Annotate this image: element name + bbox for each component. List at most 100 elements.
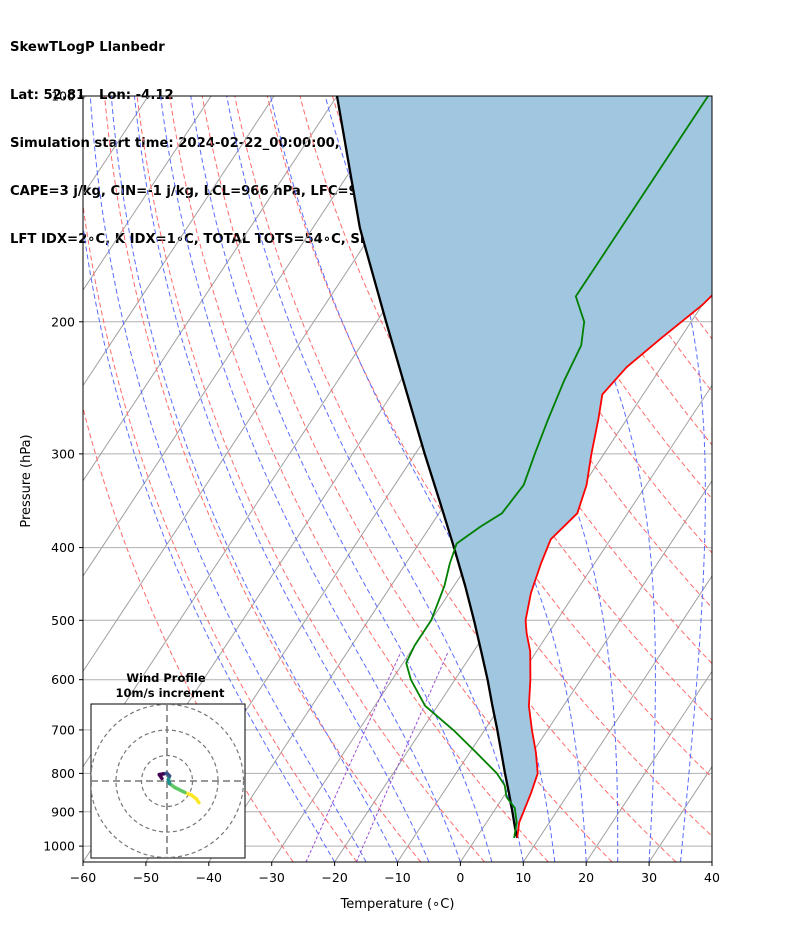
wind-barb-flag <box>725 395 733 400</box>
dry-adiabat-line <box>136 96 485 862</box>
wind-barb-flag <box>732 135 740 140</box>
wind-barb-half-flag <box>730 629 734 631</box>
x-tick-label: −10 <box>384 870 410 885</box>
wind-barb-flag <box>735 171 743 176</box>
wind-barb-flag <box>730 320 738 325</box>
wind-barb-flag <box>735 315 743 320</box>
wind-barb <box>711 208 740 229</box>
wind-barb-half-flag <box>730 568 734 571</box>
wind-barb-flag <box>742 819 747 827</box>
dry-adiabat-line <box>788 96 794 862</box>
wind-barb-flag <box>735 751 743 756</box>
y-tick-label: 800 <box>51 766 75 781</box>
wind-barb-staff <box>711 125 712 128</box>
wind-barb <box>711 837 712 838</box>
moist-adiabat-line <box>160 96 461 862</box>
wind-barb <box>711 420 743 443</box>
wind-barb-half-flag <box>735 784 739 787</box>
wind-barb <box>711 730 743 753</box>
parcel-line <box>335 96 519 839</box>
isotherm-line <box>83 96 275 387</box>
wind-barb-half-flag <box>732 769 736 772</box>
y-axis-label: Pressure (hPa) <box>19 434 34 527</box>
wind-barb-staff <box>711 728 712 730</box>
wind-barb-staff <box>711 267 712 269</box>
hodograph-title: Wind Profile <box>126 671 206 685</box>
wind-barb-flag <box>735 246 743 251</box>
wind-barb-flag <box>725 325 733 330</box>
wind-barb-staff <box>711 650 712 652</box>
wind-barb-flag <box>738 782 745 788</box>
wind-barb-flag <box>732 208 740 213</box>
wind-barb-half-flag <box>725 256 729 259</box>
y-tick-label: 900 <box>51 804 75 819</box>
x-tick-label: 0 <box>456 870 464 885</box>
moist-adiabat-line <box>89 96 367 862</box>
wind-barb-half-flag <box>725 143 729 146</box>
mixing-ratio-lines <box>305 651 449 862</box>
y-tick-label: 400 <box>51 540 75 555</box>
moist-adiabat-line <box>487 96 656 862</box>
wind-barb <box>711 484 740 505</box>
wind-barb-flag <box>735 133 743 138</box>
wind-barb-flag <box>730 210 738 215</box>
wind-barb-flag <box>735 730 743 735</box>
wind-barb-flag <box>732 455 740 460</box>
wind-barb <box>711 125 712 128</box>
dry-adiabat-line <box>234 96 677 862</box>
hodograph-subtitle: 10m/s increment <box>116 686 225 700</box>
wind-barb <box>711 315 743 338</box>
temperature-line <box>516 294 712 839</box>
wind-barb-flag <box>739 795 745 802</box>
wind-barb-half-flag <box>732 732 736 735</box>
wind-barb <box>711 751 743 774</box>
wind-barb <box>711 282 743 306</box>
wind-barb-flag <box>732 484 740 489</box>
x-axis-ticks: −60 −50 −40 −30 −20 −10 0 10 20 30 40 <box>70 862 720 885</box>
wind-barb-flag <box>735 420 743 425</box>
moist-adiabat-line <box>110 96 398 862</box>
wind-barb-flag <box>741 808 746 815</box>
wind-barb-flag <box>725 362 733 367</box>
wind-barb-flag <box>735 282 743 287</box>
wind-barb-half-flag <box>732 753 736 756</box>
dry-adiabat-line <box>83 202 358 862</box>
wind-barb-staff <box>711 503 712 505</box>
hodograph-inset: Wind Profile 10m/s increment <box>90 671 246 859</box>
y-tick-label: 500 <box>51 613 75 628</box>
isotherm-line <box>585 670 712 862</box>
wind-barb-flag <box>727 140 735 145</box>
wind-barb-staff <box>711 406 712 408</box>
wind-barb-staff <box>711 336 712 338</box>
wind-barb-half-flag <box>725 430 729 433</box>
wind-barb-half-flag <box>725 181 729 184</box>
hodograph-trace-segment <box>172 785 187 795</box>
wind-barb-staff <box>711 473 712 475</box>
moist-adiabat-line <box>190 96 493 862</box>
wind-barb-flag <box>735 767 743 772</box>
isotherm-line <box>459 479 712 862</box>
wind-barb-flag <box>727 254 735 259</box>
wind-barb-flag <box>739 820 744 828</box>
wind-barb-flag <box>730 176 738 181</box>
dry-adiabat-line <box>266 96 712 837</box>
wind-barb <box>711 133 743 156</box>
wind-barb-flag <box>732 318 740 323</box>
wind-barbs <box>711 125 747 847</box>
y-tick-label: 600 <box>51 672 75 687</box>
wind-barb <box>711 171 743 194</box>
y-axis-ticks: 1000 900 800 700 600 500 400 300 200 100 <box>43 89 83 854</box>
wind-barb-flag <box>732 354 740 359</box>
moist-adiabat-line <box>610 96 706 862</box>
wind-barb <box>711 678 712 680</box>
wind-barb-flag <box>732 249 740 254</box>
wind-barb-flag <box>727 489 735 494</box>
wind-barb-half-flag <box>725 215 729 218</box>
wind-barb-staff <box>711 799 712 801</box>
wind-barb-flag <box>735 707 743 712</box>
isotherm-line <box>83 96 338 482</box>
wind-barb-flag <box>730 486 738 491</box>
x-tick-label: 30 <box>641 870 657 885</box>
wind-barb-staff <box>711 192 712 194</box>
